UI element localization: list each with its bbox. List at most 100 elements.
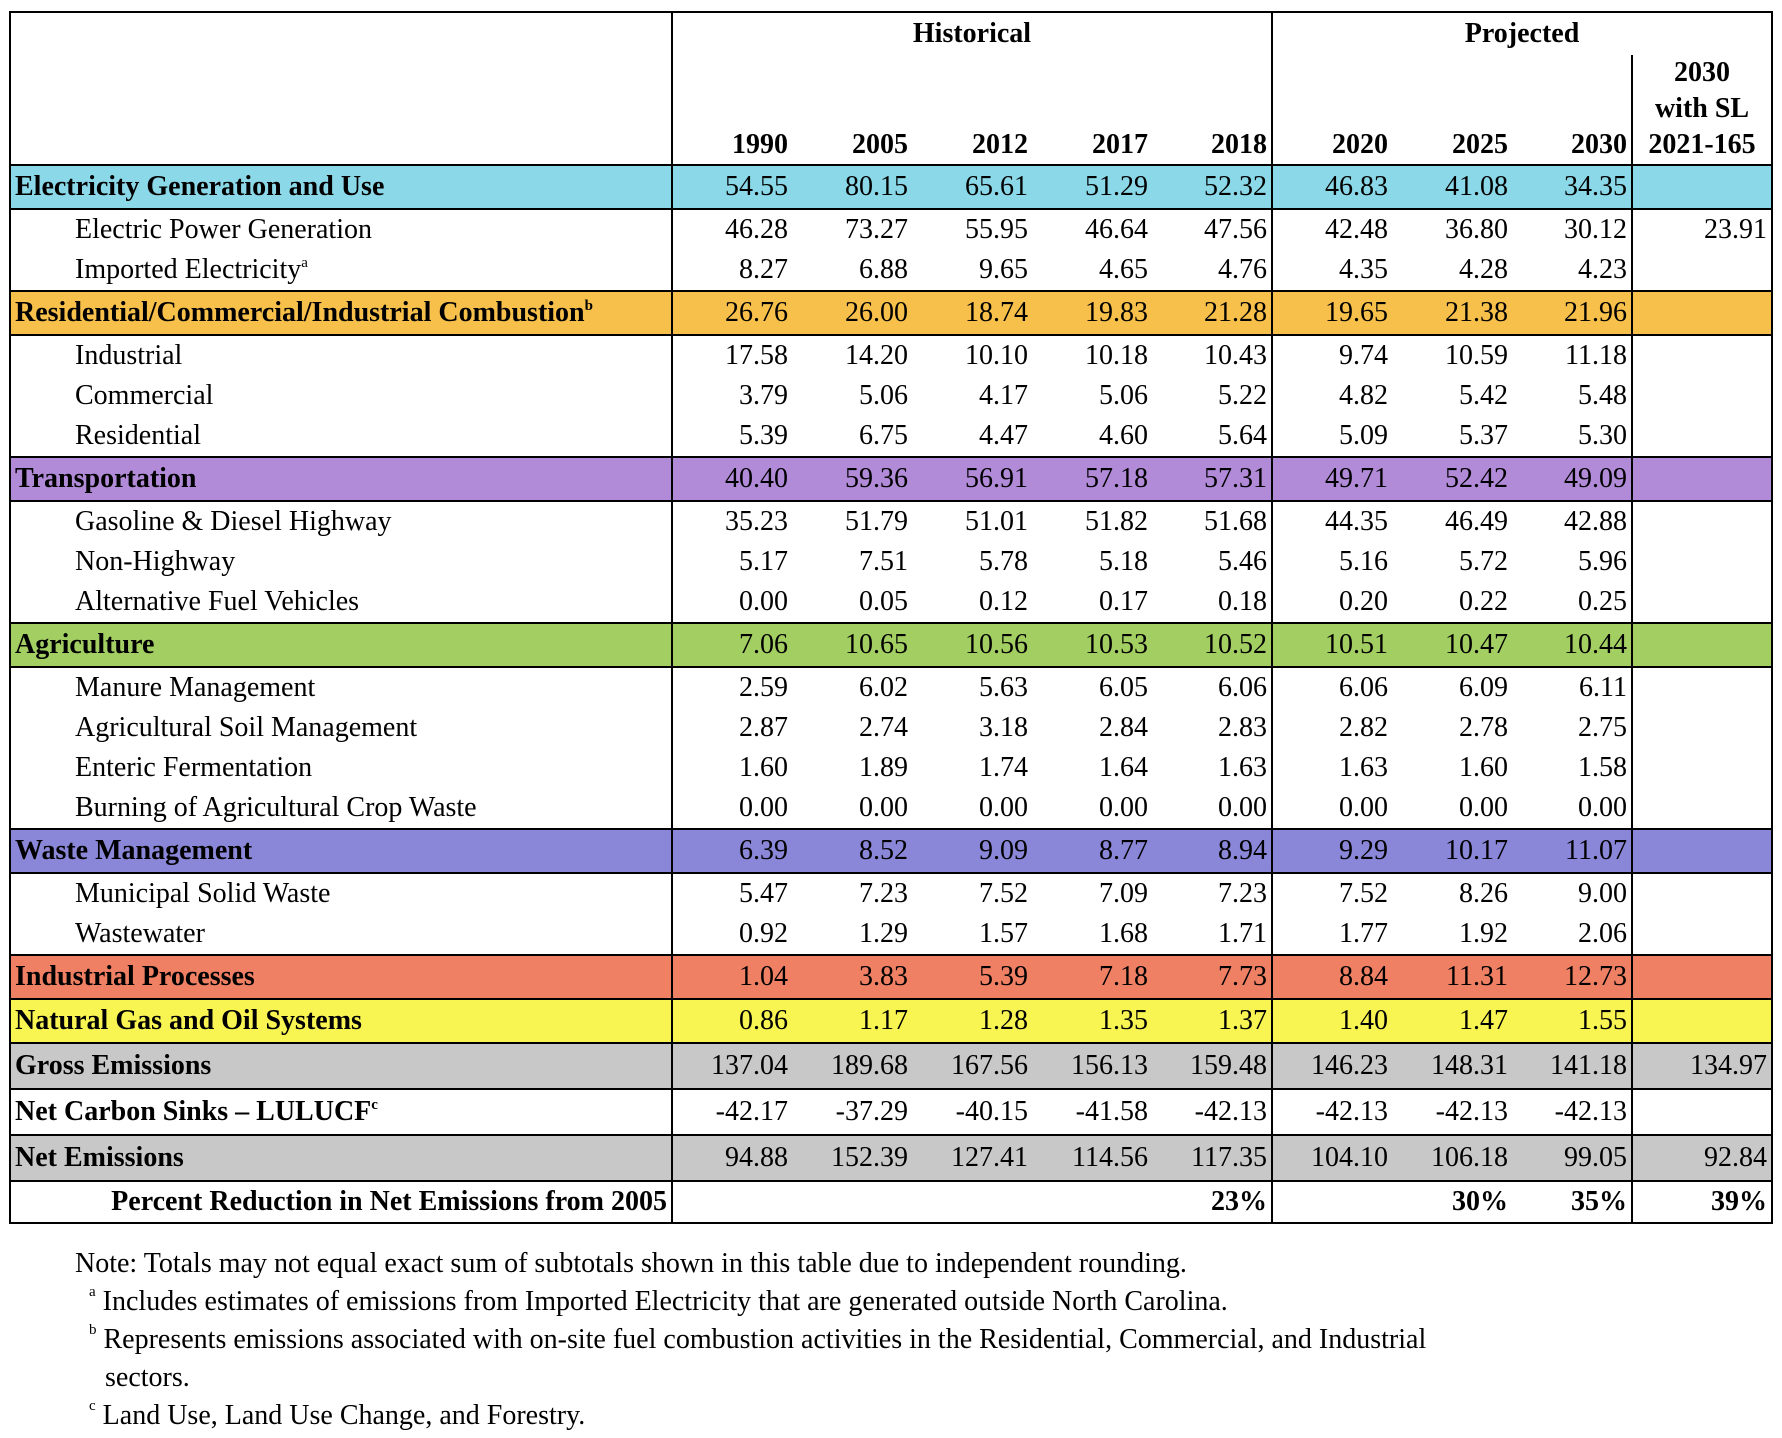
value-cell: 6.39 [672,828,792,874]
value-cell: -42.13 [1392,1088,1512,1136]
value-cell: 1.17 [792,998,912,1044]
value-cell: 5.39 [739,420,788,451]
value-cell: 21.28 [1152,290,1273,336]
value-cell: 18.74 [912,290,1032,336]
value-cell: 73.27 [845,214,908,245]
row-label: Alternative Fuel Vehicles [9,582,673,623]
value-cell: 5.18 [1099,546,1148,577]
row-label: Imported Electricitya [9,250,673,291]
value-cell: 2.82 [1339,712,1388,743]
header-year: 2005 [792,55,912,166]
value-cell [1632,788,1774,829]
value-cell: 5.96 [1512,542,1633,582]
value-cell: 55.95 [965,214,1028,245]
value-cell: -42.17 [672,1088,792,1136]
value-cell: 8.26 [1459,878,1508,909]
value-cell: 1.89 [859,752,908,783]
value-cell: 92.84 [1632,1134,1774,1182]
row-label-text: Residential [75,420,201,451]
value-cell: -42.13 [1512,1088,1633,1136]
value-cell: 10.59 [1445,340,1508,371]
value-cell: 51.82 [1085,506,1148,537]
value-cell: 35% [1512,1181,1633,1224]
value-cell: 2.59 [739,672,788,703]
value-cell [1632,873,1774,914]
row-label-text: Municipal Solid Waste [75,878,331,909]
value-cell: 35.23 [725,506,788,537]
value-cell: 156.13 [1032,1042,1152,1090]
value-cell: 5.30 [1512,416,1633,457]
table-subrow: Manure Management 2.59 6.02 5.63 6.05 6.06 6.0… [9,667,1774,708]
value-cell: 9.00 [1512,873,1633,914]
value-cell: 0.00 [979,792,1028,823]
value-cell: 23.91 [1632,209,1774,250]
header-year: 2012 [912,55,1032,166]
value-cell: 56.91 [912,456,1032,502]
value-cell: 1.74 [979,752,1028,783]
value-cell: 51.29 [1032,164,1152,210]
table-category-row: Natural Gas and Oil Systems 0.86 1.17 1.28 1… [9,998,1774,1044]
value-cell: 1.58 [1512,748,1633,788]
value-cell: 47.56 [1152,209,1273,250]
emissions-table: Historical Projected 1990 2005 2012 2017… [9,11,1774,1224]
value-cell: 12.73 [1512,954,1633,1000]
value-cell: 4.28 [1459,254,1508,285]
value-cell: 4.23 [1512,250,1633,291]
value-cell: 1.60 [1459,752,1508,783]
value-cell: 2.78 [1459,712,1508,743]
value-cell: 30% [1392,1181,1512,1224]
value-cell [1032,1181,1152,1224]
value-cell: 6.05 [1099,672,1148,703]
table-category-row: Residential/Commercial/Industrial Combus… [9,290,1774,336]
value-cell: 8.94 [1152,828,1273,874]
row-label: Agricultural Soil Management [9,708,673,748]
table-subrow: Burning of Agricultural Crop Waste 0.00 0.… [9,788,1774,829]
value-cell: 10.17 [1392,828,1512,874]
value-cell: 5.09 [1339,420,1388,451]
emissions-table-container: Historical Projected 1990 2005 2012 2017… [9,11,1774,1224]
value-cell: 34.35 [1512,164,1633,210]
value-cell: 1.92 [1459,918,1508,949]
value-cell: 0.00 [739,792,788,823]
value-cell: 42.88 [1512,501,1633,542]
value-cell: 3.18 [979,712,1028,743]
row-label: Burning of Agricultural Crop Waste [9,788,673,829]
value-cell: 0.92 [739,918,788,949]
row-label-text: Alternative Fuel Vehicles [75,586,360,617]
value-cell [1632,542,1774,582]
table-subrow: Enteric Fermentation 1.60 1.89 1.74 1.64 1.63… [9,748,1774,788]
footnotes: Note: Totals may not equal exact sum of … [75,1245,1426,1435]
header-year: 2030 [1512,55,1633,166]
value-cell: 1.35 [1032,998,1152,1044]
table-total-row: Gross Emissions 137.04 189.68 167.56 156.13 1… [9,1042,1774,1090]
value-cell: 5.16 [1339,546,1388,577]
value-cell: 1.77 [1339,918,1388,949]
value-cell: 3.79 [739,380,788,411]
value-cell: 4.65 [1099,254,1148,285]
footnote-marker: b [584,298,593,314]
note-main: Note: Totals may not equal exact sum of … [75,1248,1187,1279]
value-cell: 104.10 [1272,1134,1392,1182]
row-label-text: Wastewater [75,918,205,949]
table-category-row: Waste Management 6.39 8.52 9.09 8.77 8.94 9.29… [9,828,1774,874]
value-cell: 0.00 [1512,788,1633,829]
value-cell: 5.78 [979,546,1028,577]
value-cell: 1.28 [912,998,1032,1044]
value-cell: 46.83 [1272,164,1392,210]
row-label: Wastewater [9,914,673,955]
row-label-text: Industrial [75,340,183,371]
row-label-text: Percent Reduction in Net Emissions from … [111,1186,667,1217]
table-body: Electricity Generation and Use 54.55 80.15… [9,164,1774,1224]
value-cell: 30.12 [1512,209,1633,250]
table-subrow: Non-Highway 5.17 7.51 5.78 5.18 5.46 5.16 5.72 5… [9,542,1774,582]
value-cell [1632,376,1774,416]
value-cell: 10.18 [1085,340,1148,371]
value-cell: 10.52 [1152,622,1273,668]
value-cell: 11.07 [1512,828,1633,874]
value-cell: 5.06 [859,380,908,411]
value-cell: -41.58 [1032,1088,1152,1136]
row-label-text: Manure Management [75,672,316,703]
value-cell: 11.18 [1512,335,1633,376]
value-cell: 46.49 [1445,506,1508,537]
value-cell: 10.51 [1272,622,1392,668]
